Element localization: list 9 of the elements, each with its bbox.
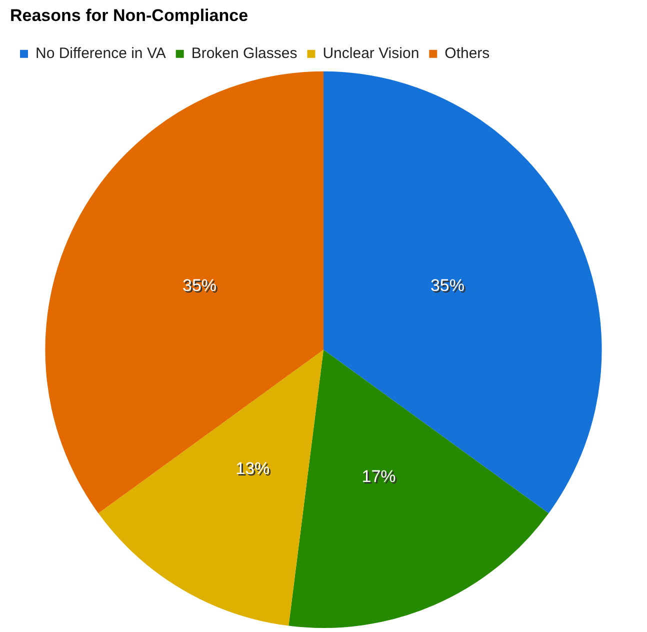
- legend-label: No Difference in VA: [36, 45, 166, 62]
- data-label: 35%: [184, 278, 218, 297]
- data-label: 35%: [432, 278, 466, 297]
- legend-label: Broken Glasses: [191, 45, 298, 62]
- legend-label: Others: [444, 45, 490, 62]
- data-label: 13%: [237, 460, 272, 480]
- data-label: 17%: [363, 468, 398, 488]
- chart-title: Reasons for Non-Compliance: [10, 6, 248, 25]
- legend-label: Unclear Vision: [322, 45, 420, 62]
